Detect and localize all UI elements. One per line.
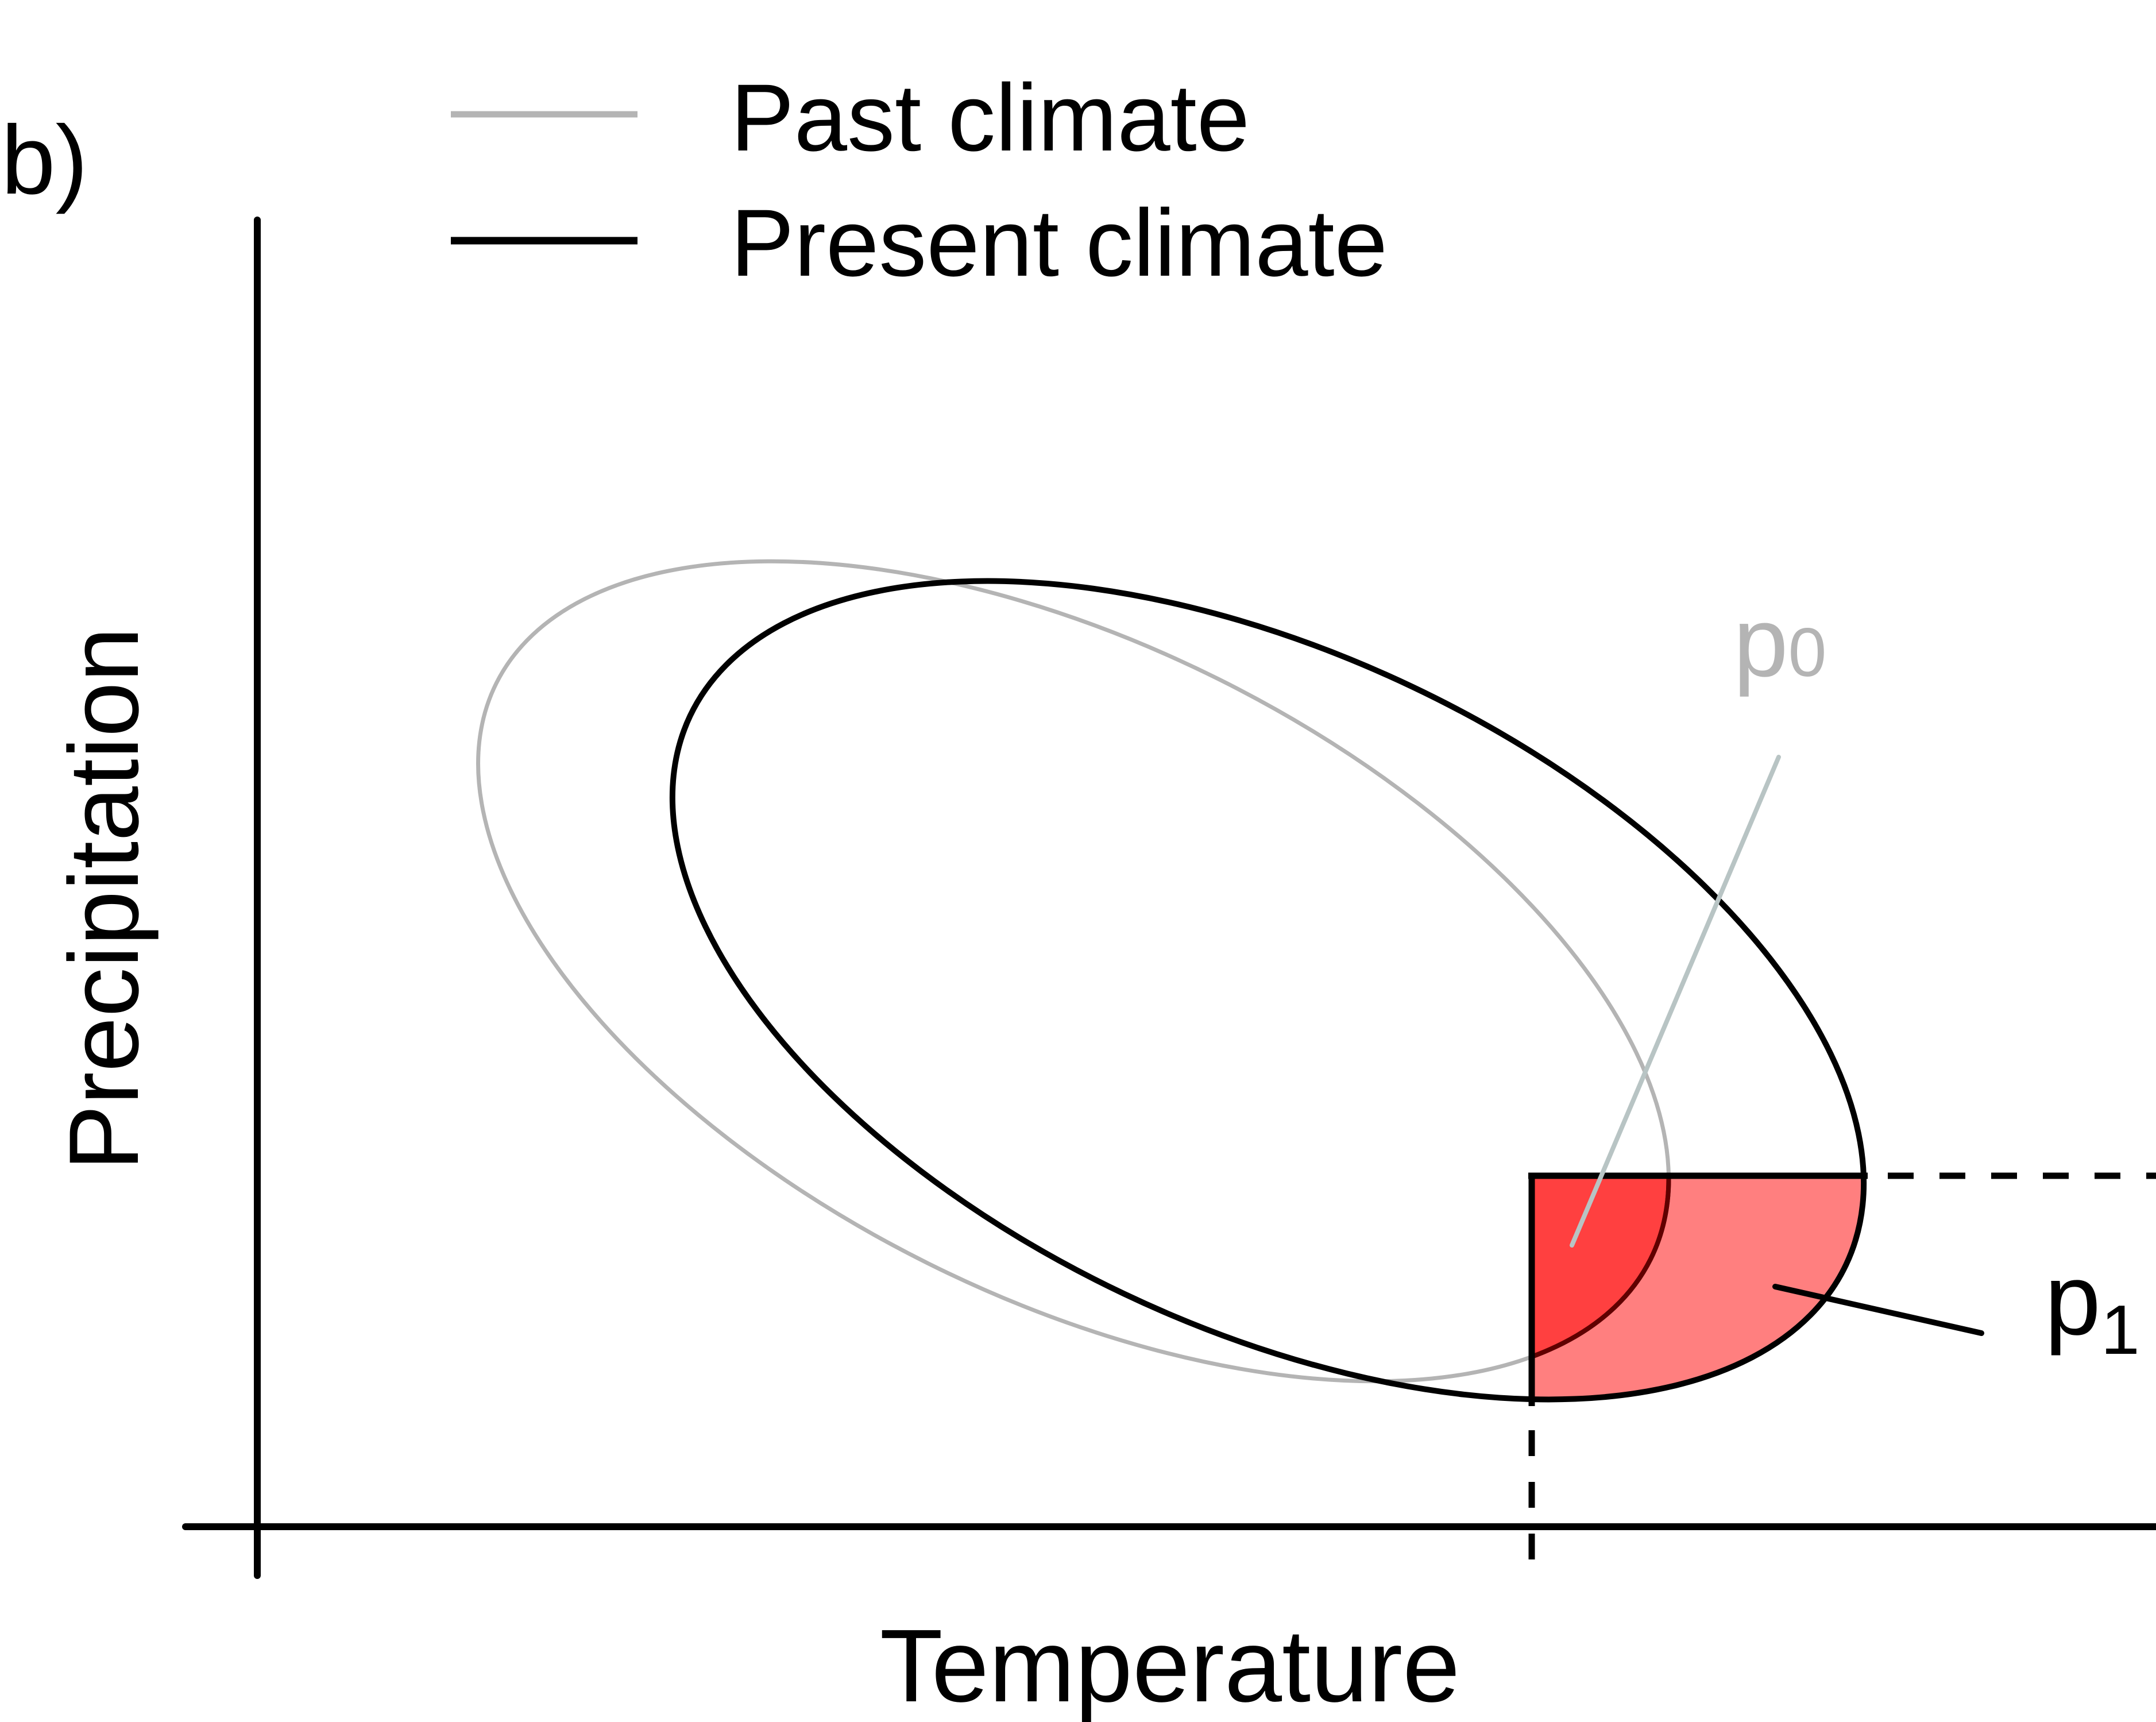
y-axis-label: Precipitation — [49, 627, 159, 1171]
legend-label-present: Present climate — [731, 190, 1388, 296]
p1-leader-line — [1772, 1284, 1984, 1336]
p1-base: p — [2045, 1244, 2101, 1356]
panel-label: b) — [1, 106, 88, 215]
p0-label: p0 — [1733, 587, 1826, 697]
x-axis-label: Temperature — [880, 1608, 1460, 1722]
exceedance-regions — [1532, 1176, 1864, 1400]
p1-subscript: 1 — [2101, 1291, 2140, 1369]
legend: Past climate Present climate — [451, 65, 1388, 296]
past-contour-in-region — [1532, 1176, 1671, 1384]
p0-subscript: 0 — [1788, 614, 1827, 691]
p1-label: p1 — [2045, 1244, 2140, 1369]
present-climate-contour — [669, 578, 1867, 1403]
legend-label-past: Past climate — [731, 65, 1250, 171]
present-region-fill — [1532, 1176, 1864, 1400]
p0-leader-line — [1570, 755, 1781, 1248]
p0-base: p — [1733, 587, 1788, 697]
